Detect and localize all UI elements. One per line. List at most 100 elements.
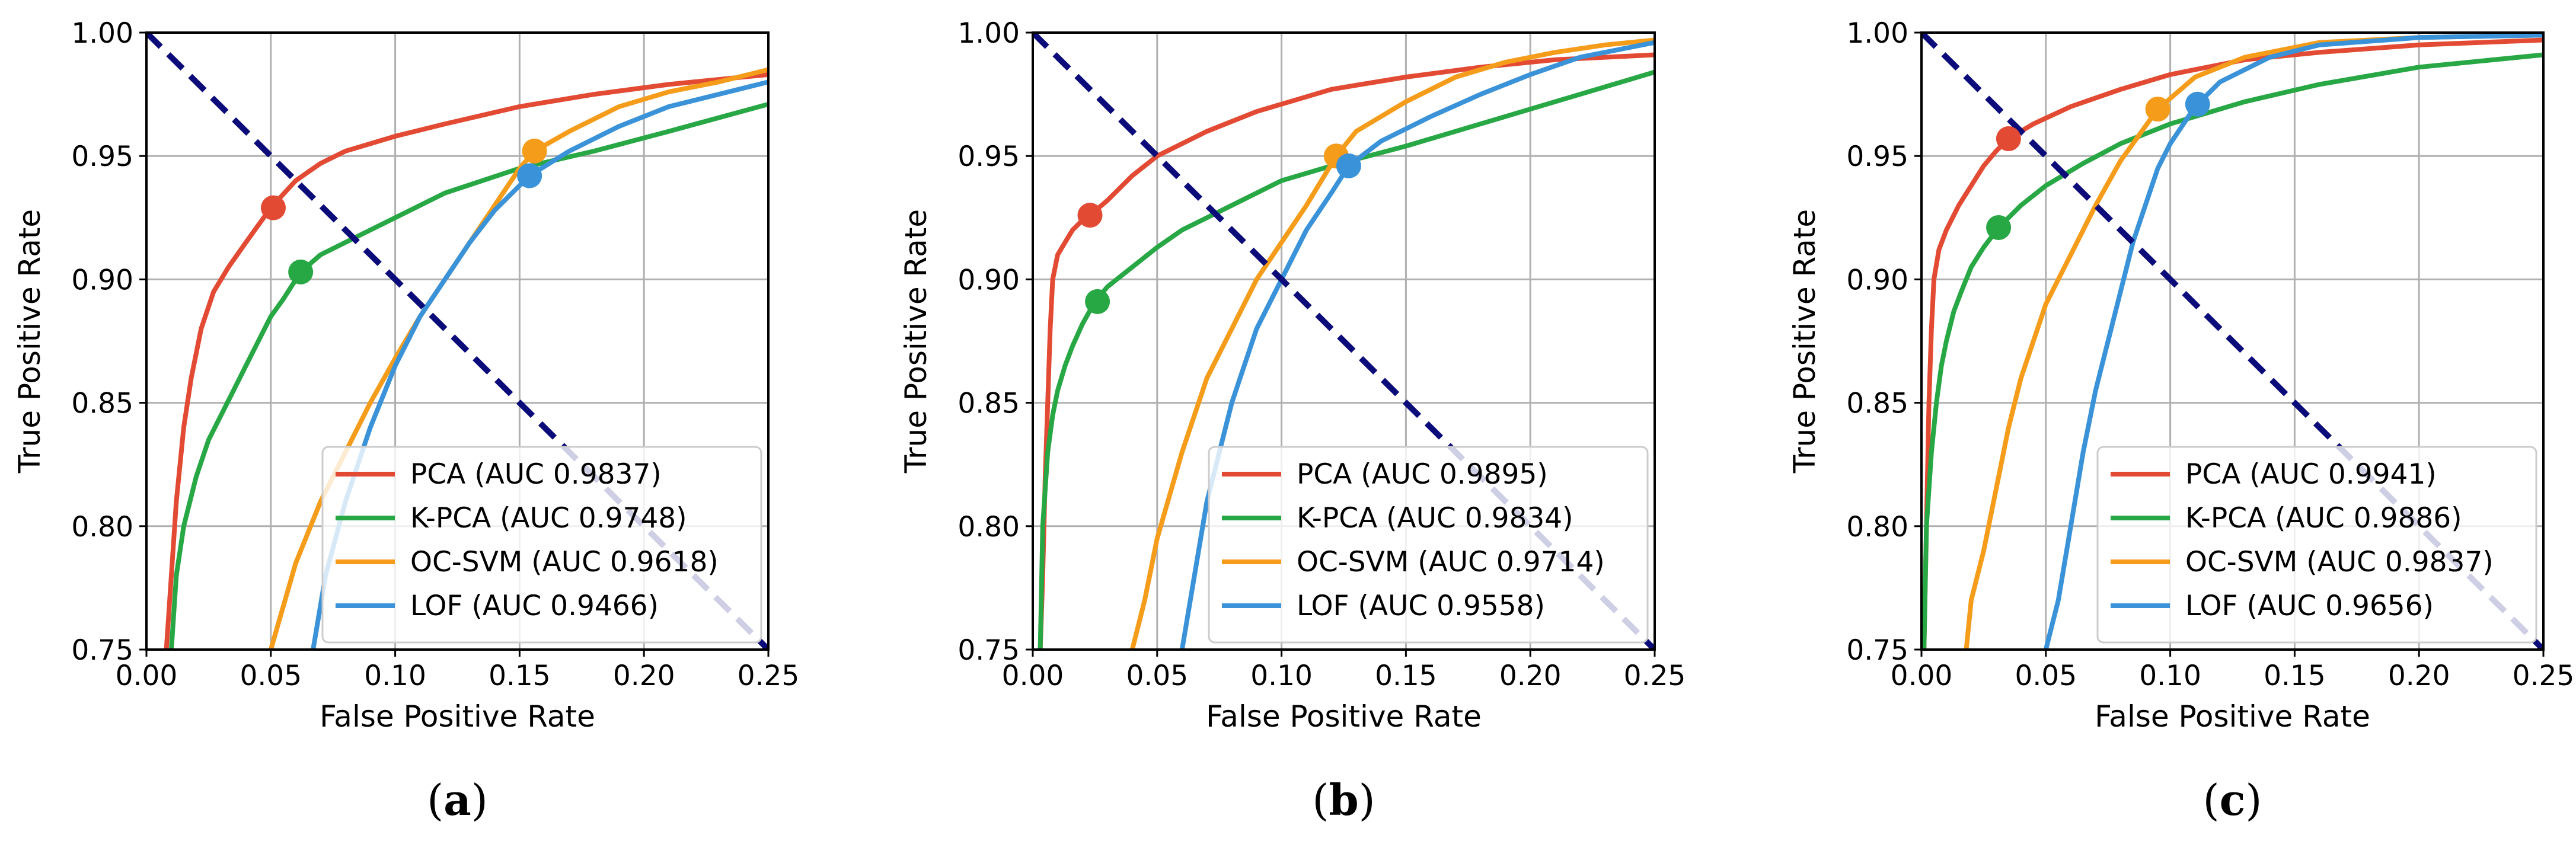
panel-a: PCA (AUC 0.9837) K-PCA (AUC 0.9748) OC-SVM… <box>12 17 799 825</box>
marker-k-pca <box>288 259 314 284</box>
x-axis-title: False Positive Rate <box>320 699 595 734</box>
x-tick-label: 0.20 <box>1499 660 1562 692</box>
legend: PCA (AUC 0.9895) K-PCA (AUC 0.9834) OC-SVM… <box>1208 446 1649 644</box>
x-tick-label: 0.10 <box>1250 660 1313 692</box>
roc-line-k-pca <box>169 101 768 650</box>
legend-label-lof: LOF (AUC 0.9466) <box>410 590 659 622</box>
x-tick-label: 0.05 <box>1126 660 1188 692</box>
legend-box <box>1208 446 1649 644</box>
marker-lof <box>2185 91 2210 117</box>
x-tick-label: 0.25 <box>2513 660 2575 692</box>
caption-letter: c <box>2220 775 2246 825</box>
legend: PCA (AUC 0.9837) K-PCA (AUC 0.9748) OC-SVM… <box>321 446 762 644</box>
legend-box <box>321 446 762 644</box>
caption-letter: a <box>443 775 471 825</box>
y-tick-label: 0.90 <box>1846 264 1908 296</box>
roc-line-oc-svm <box>1129 37 1655 650</box>
plot-frame <box>145 31 770 651</box>
y-tick-label: 1.00 <box>71 17 133 50</box>
x-tick-label: 0.00 <box>1891 660 1953 692</box>
caption-letter: b <box>1329 775 1358 825</box>
y-tick-label: 0.95 <box>1846 140 1908 173</box>
x-tick-label: 0.05 <box>2015 660 2077 692</box>
legend-label-k-pca: K-PCA (AUC 0.9748) <box>410 502 687 535</box>
y-tick-label: 0.95 <box>71 140 133 173</box>
legend-label-pca: PCA (AUC 0.9837) <box>410 458 662 491</box>
diagonal-line <box>1921 33 2543 650</box>
y-axis-title: True Positive Rate <box>1787 209 1822 474</box>
roc-line-lof <box>2043 33 2543 650</box>
panel-c: PCA (AUC 0.9941) K-PCA (AUC 0.9886) OC-SVM… <box>1787 17 2574 825</box>
x-tick-label: 0.10 <box>364 660 426 692</box>
plot-frame <box>1920 31 2545 651</box>
marker-lof <box>1336 153 1361 178</box>
y-tick-label: 0.80 <box>71 511 133 543</box>
series-group <box>1033 33 1655 650</box>
caption-close-paren: ) <box>2245 775 2262 825</box>
y-tick-label: 0.75 <box>1846 634 1908 667</box>
caption-open-paren: ( <box>2202 775 2219 825</box>
series-group <box>1921 33 2543 650</box>
legend-label-pca: PCA (AUC 0.9941) <box>2185 458 2437 491</box>
marker-lof <box>517 163 542 188</box>
x-tick-label: 0.10 <box>2139 660 2201 692</box>
marker-pca <box>260 195 286 220</box>
panel-b: PCA (AUC 0.9895) K-PCA (AUC 0.9834) OC-SVM… <box>899 17 1686 825</box>
panel-caption: (c) <box>2202 775 2262 825</box>
x-tick-label: 0.20 <box>613 660 675 692</box>
legend-label-oc-svm: OC-SVM (AUC 0.9714) <box>1297 546 1605 578</box>
legend-label-oc-svm: OC-SVM (AUC 0.9618) <box>410 546 719 578</box>
diagonal-line <box>1033 33 1655 650</box>
x-tick-label: 0.00 <box>1002 660 1064 692</box>
x-tick-label: 0.20 <box>2388 660 2450 692</box>
x-tick-label: 0.15 <box>2264 660 2326 692</box>
caption-close-paren: ) <box>1359 775 1375 825</box>
x-tick-label: 0.00 <box>116 660 178 692</box>
legend-label-k-pca: K-PCA (AUC 0.9834) <box>1297 502 1573 535</box>
legend-label-lof: LOF (AUC 0.9558) <box>1297 590 1545 622</box>
y-tick-label: 0.85 <box>957 388 1020 420</box>
y-tick-label: 0.80 <box>1846 511 1908 543</box>
caption-open-paren: ( <box>427 775 443 825</box>
marker-oc-svm <box>2145 97 2170 122</box>
legend-label-pca: PCA (AUC 0.9895) <box>1297 458 1548 491</box>
y-tick-label: 0.75 <box>71 634 133 667</box>
marker-pca <box>1077 203 1103 228</box>
plot-frame <box>1032 31 1656 651</box>
x-tick-label: 0.15 <box>1375 660 1437 692</box>
roc-line-k-pca <box>1038 69 1655 650</box>
y-tick-label: 0.90 <box>957 264 1020 296</box>
legend: PCA (AUC 0.9941) K-PCA (AUC 0.9886) OC-SVM… <box>2096 446 2537 644</box>
panel-caption: (b) <box>1312 775 1375 825</box>
diagonal-line <box>146 33 768 650</box>
y-tick-label: 0.80 <box>957 511 1020 543</box>
panel-caption: (a) <box>427 775 488 825</box>
y-tick-label: 0.85 <box>71 388 133 420</box>
legend-label-lof: LOF (AUC 0.9656) <box>2185 590 2434 622</box>
x-tick-label: 0.25 <box>1624 660 1686 692</box>
y-tick-label: 0.90 <box>71 264 133 296</box>
legend-box <box>2096 446 2537 644</box>
y-tick-label: 0.95 <box>957 140 1020 173</box>
y-tick-label: 1.00 <box>957 17 1020 50</box>
caption-close-paren: ) <box>471 775 488 825</box>
y-tick-label: 1.00 <box>1846 17 1908 50</box>
legend-label-oc-svm: OC-SVM (AUC 0.9837) <box>2185 546 2494 578</box>
y-tick-label: 0.85 <box>1846 388 1908 420</box>
legend-label-k-pca: K-PCA (AUC 0.9886) <box>2185 502 2462 535</box>
marker-pca <box>1996 126 2021 152</box>
roc-line-oc-svm <box>1964 33 2543 650</box>
marker-k-pca <box>1986 215 2012 240</box>
x-tick-label: 0.15 <box>489 660 551 692</box>
caption-open-paren: ( <box>1312 775 1329 825</box>
marker-oc-svm <box>522 138 547 164</box>
y-tick-label: 0.75 <box>957 634 1020 667</box>
marker-k-pca <box>1085 289 1110 314</box>
y-axis-title: True Positive Rate <box>899 209 933 474</box>
x-axis-title: False Positive Rate <box>1206 699 1482 734</box>
x-axis-title: False Positive Rate <box>2095 699 2370 734</box>
y-axis-title: True Positive Rate <box>12 209 47 474</box>
x-tick-label: 0.25 <box>738 660 800 692</box>
x-tick-label: 0.05 <box>240 660 302 692</box>
